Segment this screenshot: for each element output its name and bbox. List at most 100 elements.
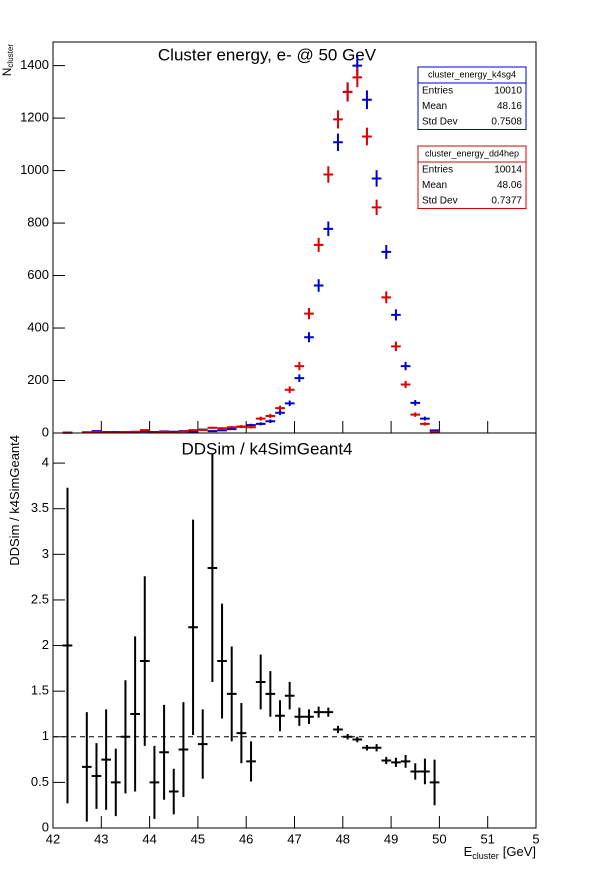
data-point	[362, 90, 372, 110]
data-point	[294, 374, 305, 382]
data-point	[420, 758, 430, 785]
data-point	[294, 707, 305, 726]
stats-box: cluster_energy_dd4hep Entries 10014 Mean 48.…	[417, 145, 527, 209]
data-point	[362, 127, 372, 146]
data-point	[207, 453, 218, 683]
data-point	[362, 744, 372, 751]
data-point	[400, 755, 411, 768]
data-point	[255, 422, 266, 426]
data-point	[304, 308, 314, 320]
data-point	[420, 422, 430, 426]
data-point	[217, 429, 227, 432]
data-point	[226, 646, 237, 742]
data-point	[429, 759, 440, 806]
y-axis-label-main: N	[0, 68, 14, 77]
data-point	[429, 430, 440, 433]
data-point	[139, 429, 150, 432]
data-point	[81, 712, 92, 822]
x-axis-label-sub: cluster	[472, 851, 499, 861]
data-point	[352, 736, 363, 743]
data-point	[342, 734, 353, 740]
data-point	[313, 237, 324, 252]
data-point	[207, 426, 218, 429]
data-point	[371, 744, 382, 752]
data-point	[265, 413, 276, 419]
data-point	[120, 680, 131, 794]
data-point	[294, 361, 305, 371]
x-tick-label: 42	[46, 831, 60, 846]
stat-label: Mean	[422, 180, 447, 191]
x-tick-label: 49	[384, 831, 398, 846]
data-point	[226, 425, 237, 429]
data-point	[381, 291, 392, 304]
data-point	[255, 416, 266, 421]
y-axis-label-main: DDSim / k4SimGeant4	[7, 435, 22, 566]
stat-value: 0.7508	[491, 116, 522, 127]
data-point	[246, 425, 256, 429]
data-point	[159, 704, 169, 800]
data-point	[323, 707, 334, 717]
data-point	[333, 110, 343, 129]
data-point	[371, 199, 382, 216]
data-point	[265, 671, 276, 717]
x-axis-label-main: E	[464, 844, 473, 859]
stat-value: 48.06	[497, 180, 522, 191]
x-tick-label: 48	[336, 831, 350, 846]
data-point	[313, 706, 324, 718]
data-point	[91, 430, 102, 433]
chart-title: Cluster energy, e- @ 50 GeV	[158, 45, 377, 64]
y-tick-label: 3	[42, 546, 49, 561]
y-tick-label: 800	[27, 215, 49, 230]
y-tick-label: 0.5	[31, 774, 49, 789]
data-point	[391, 341, 401, 352]
x-tick-label: 5	[532, 831, 539, 846]
y-tick-label: 400	[27, 319, 49, 334]
stat-value: 10010	[494, 85, 522, 96]
data-point	[410, 763, 421, 780]
data-point	[304, 332, 314, 343]
data-point	[265, 419, 276, 423]
data-point	[391, 309, 401, 321]
chart-title: DDSim / k4SimGeant4	[182, 439, 353, 458]
x-tick-label: 51	[480, 831, 494, 846]
data-point	[352, 67, 363, 88]
data-point	[217, 427, 227, 430]
data-point	[236, 425, 247, 428]
data-point	[236, 703, 247, 764]
y-axis-label: Ncluster	[0, 44, 15, 77]
data-point	[284, 386, 295, 394]
y-tick-label: 1400	[20, 57, 49, 72]
data-point	[188, 430, 198, 433]
y-axis-label-sub: cluster	[6, 44, 15, 68]
stat-label: Mean	[422, 101, 447, 112]
stat-label: Entries	[422, 85, 453, 96]
stat-label: Std Dev	[422, 195, 458, 206]
data-point	[284, 400, 295, 407]
x-tick-label: 43	[94, 831, 108, 846]
x-tick-label: 46	[239, 831, 253, 846]
stat-label: Entries	[422, 164, 453, 175]
data-point	[420, 416, 430, 421]
data-point	[313, 279, 324, 292]
y-tick-label: 2.5	[31, 591, 49, 606]
data-point	[130, 636, 140, 792]
x-axis-label: Ecluster [GeV]	[464, 844, 536, 861]
data-point	[197, 428, 208, 431]
data-point	[410, 412, 421, 417]
data-point	[410, 400, 421, 406]
data-point	[323, 166, 334, 183]
data-point	[371, 170, 382, 187]
y-tick-label: 0	[42, 819, 49, 834]
data-point	[120, 430, 131, 433]
data-point	[101, 709, 111, 810]
data-point	[197, 709, 208, 779]
stats-box-frame	[417, 145, 527, 209]
stats-box-frame	[417, 66, 527, 130]
data-point	[400, 380, 411, 389]
x-axis-label-unit: [GeV]	[503, 844, 536, 859]
stat-value: 0.7377	[491, 195, 522, 206]
stat-value: 48.16	[497, 101, 522, 112]
data-point	[178, 702, 189, 797]
data-point	[159, 430, 169, 433]
